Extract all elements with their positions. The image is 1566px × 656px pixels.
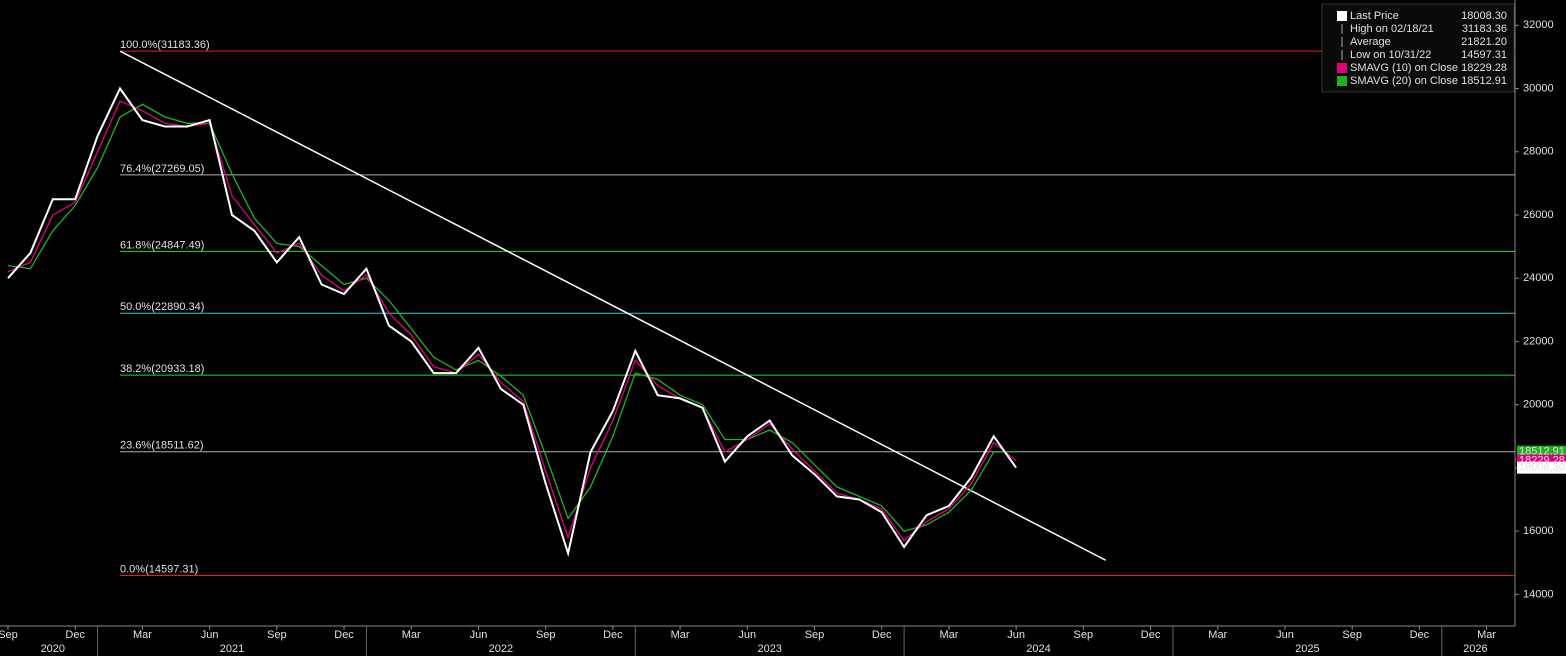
fib-label: 100.0%(31183.36)	[120, 39, 210, 51]
y-tick-label: 20000	[1523, 399, 1554, 411]
x-tick-label: Sep	[0, 629, 18, 641]
x-tick-label: Sep	[805, 629, 825, 641]
x-tick-label: Mar	[939, 629, 958, 641]
y-tick-label: 32000	[1523, 19, 1554, 31]
year-label: 2024	[1026, 643, 1050, 655]
legend-value: 18512.91	[1461, 75, 1507, 87]
x-tick-label: Sep	[1342, 629, 1362, 641]
x-tick-label: Dec	[1141, 629, 1161, 641]
x-tick-label: Dec	[334, 629, 354, 641]
legend-label: SMAVG (20) on Close	[1350, 75, 1458, 87]
x-tick-label: Dec	[603, 629, 623, 641]
year-label: 2021	[220, 643, 244, 655]
legend-label: Average	[1350, 36, 1391, 48]
x-tick-label: Sep	[1074, 629, 1094, 641]
y-tick-label: 26000	[1523, 209, 1554, 221]
x-tick-label: Jun	[470, 629, 488, 641]
legend-swatch	[1337, 76, 1347, 86]
y-tick-label: 30000	[1523, 82, 1554, 94]
fib-label: 50.0%(22890.34)	[120, 301, 204, 313]
x-tick-label: Jun	[738, 629, 756, 641]
fib-label: 23.6%(18511.62)	[120, 440, 204, 452]
year-label: 2026	[1463, 643, 1487, 655]
legend-swatch	[1337, 63, 1347, 73]
year-label: 2025	[1295, 643, 1319, 655]
legend: Last Price 18008.30 High on 02/18/21 31183.…	[1321, 3, 1515, 93]
legend-value: 31183.36	[1462, 23, 1507, 35]
x-tick-label: Mar	[671, 629, 690, 641]
x-tick-label: Sep	[536, 629, 556, 641]
y-tick-label: 16000	[1523, 525, 1554, 537]
price-tag-label: 18008,30	[1519, 462, 1565, 474]
price-tag	[1517, 461, 1566, 474]
series-line	[7, 103, 1017, 532]
trendline	[119, 50, 1107, 561]
series-line	[7, 100, 1017, 542]
x-tick-label: Mar	[1477, 629, 1496, 641]
x-tick-label: Dec	[65, 629, 85, 641]
legend-value: 18008.30	[1461, 10, 1507, 22]
x-tick-label: Sep	[267, 629, 287, 641]
legend-box	[1321, 3, 1515, 93]
y-tick-label: 24000	[1523, 272, 1554, 284]
legend-label: Last Price	[1350, 10, 1399, 22]
fib-label: 61.8%(24847.49)	[120, 239, 204, 251]
year-label: 2020	[41, 643, 65, 655]
legend-label: SMAVG (10) on Close	[1350, 62, 1458, 74]
x-tick-label: Jun	[1276, 629, 1294, 641]
legend-swatch	[1337, 11, 1347, 21]
legend-value: 18229.28	[1461, 62, 1507, 74]
x-tick-label: Dec	[872, 629, 892, 641]
legend-label: High on 02/18/21	[1350, 23, 1434, 35]
x-tick-label: Jun	[1007, 629, 1025, 641]
fib-label: 0.0%(14597.31)	[120, 563, 198, 575]
x-tick-label: Mar	[133, 629, 152, 641]
legend-value: 14597.31	[1461, 49, 1507, 61]
y-tick-label: 28000	[1523, 146, 1554, 158]
fib-label: 76.4%(27269.05)	[120, 163, 204, 175]
x-tick-label: Mar	[1208, 629, 1227, 641]
x-tick-label: Jun	[201, 629, 219, 641]
legend-value: 21821.20	[1461, 36, 1507, 48]
x-tick-label: Mar	[402, 629, 421, 641]
x-tick-label: Dec	[1410, 629, 1430, 641]
y-tick-label: 14000	[1523, 588, 1554, 600]
year-label: 2023	[757, 643, 781, 655]
legend-label: Low on 10/31/22	[1350, 49, 1431, 61]
fib-label: 38.2%(20933.18)	[120, 363, 204, 375]
series-line	[7, 86, 1017, 558]
price-tag-label: 18512,91	[1519, 446, 1565, 458]
y-tick-label: 22000	[1523, 335, 1554, 347]
year-label: 2022	[489, 643, 513, 655]
